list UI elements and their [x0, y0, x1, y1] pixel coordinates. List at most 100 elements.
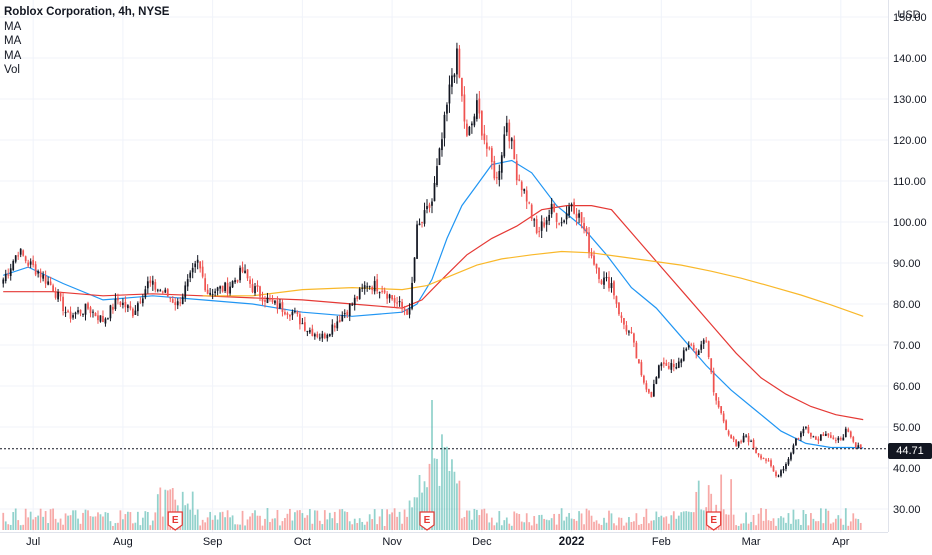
candle-body — [837, 437, 840, 441]
candle-body — [695, 351, 698, 355]
volume-bar — [605, 522, 608, 530]
volume-bar — [797, 519, 800, 530]
volume-bar — [156, 494, 159, 530]
volume-bar — [401, 523, 403, 530]
candle-body — [406, 309, 408, 315]
candle-body — [672, 364, 675, 368]
volume-bar — [79, 523, 82, 530]
volume-bar — [583, 524, 585, 530]
x-tick-label: Oct — [294, 536, 311, 548]
candle-body — [236, 279, 239, 282]
candle-body — [376, 279, 379, 292]
volume-bar — [451, 459, 453, 530]
volume-bar — [782, 517, 785, 530]
volume-bar — [194, 514, 197, 530]
candle-body — [174, 302, 177, 305]
volume-bar — [336, 523, 339, 530]
candle-body — [550, 203, 553, 215]
candle-body — [308, 330, 311, 333]
volume-bar — [727, 514, 730, 530]
volume-bar — [842, 524, 845, 530]
candle-body — [29, 261, 32, 265]
candle-body — [620, 315, 623, 318]
candle-body — [765, 459, 767, 461]
candle-body — [608, 276, 610, 289]
candle-body — [169, 297, 172, 299]
volume-bar — [500, 525, 503, 530]
candle-body — [565, 213, 568, 220]
indicator-ma-2[interactable]: MA — [4, 35, 22, 47]
candle-body — [239, 267, 241, 281]
candle-body — [326, 334, 329, 339]
volume-bar — [279, 525, 281, 530]
candle-body — [485, 142, 488, 149]
candle-body — [209, 292, 212, 295]
x-tick-label: Aug — [113, 536, 133, 548]
volume-bar — [234, 524, 236, 530]
earnings-label: E — [172, 515, 179, 526]
candle-body — [204, 278, 207, 291]
candle-body — [69, 311, 72, 319]
candle-body — [393, 298, 396, 303]
candle-body — [475, 100, 478, 119]
symbol-title[interactable]: Roblox Corporation, 4h, NYSE — [4, 6, 170, 18]
volume-bar — [498, 511, 501, 530]
candle-body — [122, 302, 124, 305]
candle-body — [767, 460, 770, 462]
earnings-marker[interactable]: E — [706, 511, 722, 531]
volume-bar — [286, 513, 289, 530]
volume-bar — [393, 508, 396, 530]
volume-bar — [488, 522, 491, 530]
volume-bar — [37, 515, 40, 530]
candle-body — [613, 281, 615, 296]
volume-bar — [211, 519, 214, 530]
volume-bar — [311, 523, 314, 530]
volume-bar — [7, 524, 10, 530]
candle-body — [321, 333, 324, 339]
volume-bar — [608, 510, 610, 530]
indicator-ma-1[interactable]: MA — [4, 20, 22, 33]
indicator-volume[interactable]: Vol — [4, 64, 20, 76]
candle-body — [635, 342, 638, 359]
volume-bar — [32, 519, 35, 530]
candle-body — [508, 122, 511, 142]
candle-body — [443, 114, 446, 139]
candle-body — [490, 148, 493, 163]
volume-bar — [485, 513, 488, 530]
earnings-marker[interactable]: E — [167, 511, 183, 531]
candle-body — [418, 223, 421, 226]
x-tick-label: Mar — [742, 536, 761, 548]
indicator-ma-3[interactable]: MA — [4, 49, 22, 62]
volume-bar — [849, 521, 852, 530]
volume-bar — [14, 508, 17, 530]
candle-body — [675, 366, 678, 369]
candle-body — [423, 210, 426, 224]
candle-body — [473, 116, 476, 126]
volume-bar — [144, 511, 147, 530]
candle-body — [483, 133, 486, 141]
volume-bar — [388, 514, 391, 530]
candle-body — [42, 274, 45, 279]
candle-body — [331, 324, 334, 335]
candle-body — [264, 299, 266, 302]
candle-body — [505, 122, 508, 133]
candle-body — [294, 311, 296, 313]
candle-body — [859, 444, 862, 449]
candle-body — [844, 428, 847, 438]
volume-bar — [515, 513, 518, 530]
candle-body — [276, 300, 279, 310]
candle-body — [291, 311, 294, 316]
volume-bar — [39, 508, 42, 530]
candle-body — [702, 340, 705, 344]
volume-bar — [810, 513, 812, 530]
earnings-marker[interactable]: E — [419, 511, 435, 531]
volume-bar — [59, 518, 62, 530]
volume-bar — [662, 517, 665, 530]
volume-bar — [765, 508, 767, 530]
volume-bar — [406, 516, 408, 530]
volume-bar — [161, 516, 164, 530]
volume-bar — [291, 520, 294, 530]
candle-body — [737, 441, 740, 447]
